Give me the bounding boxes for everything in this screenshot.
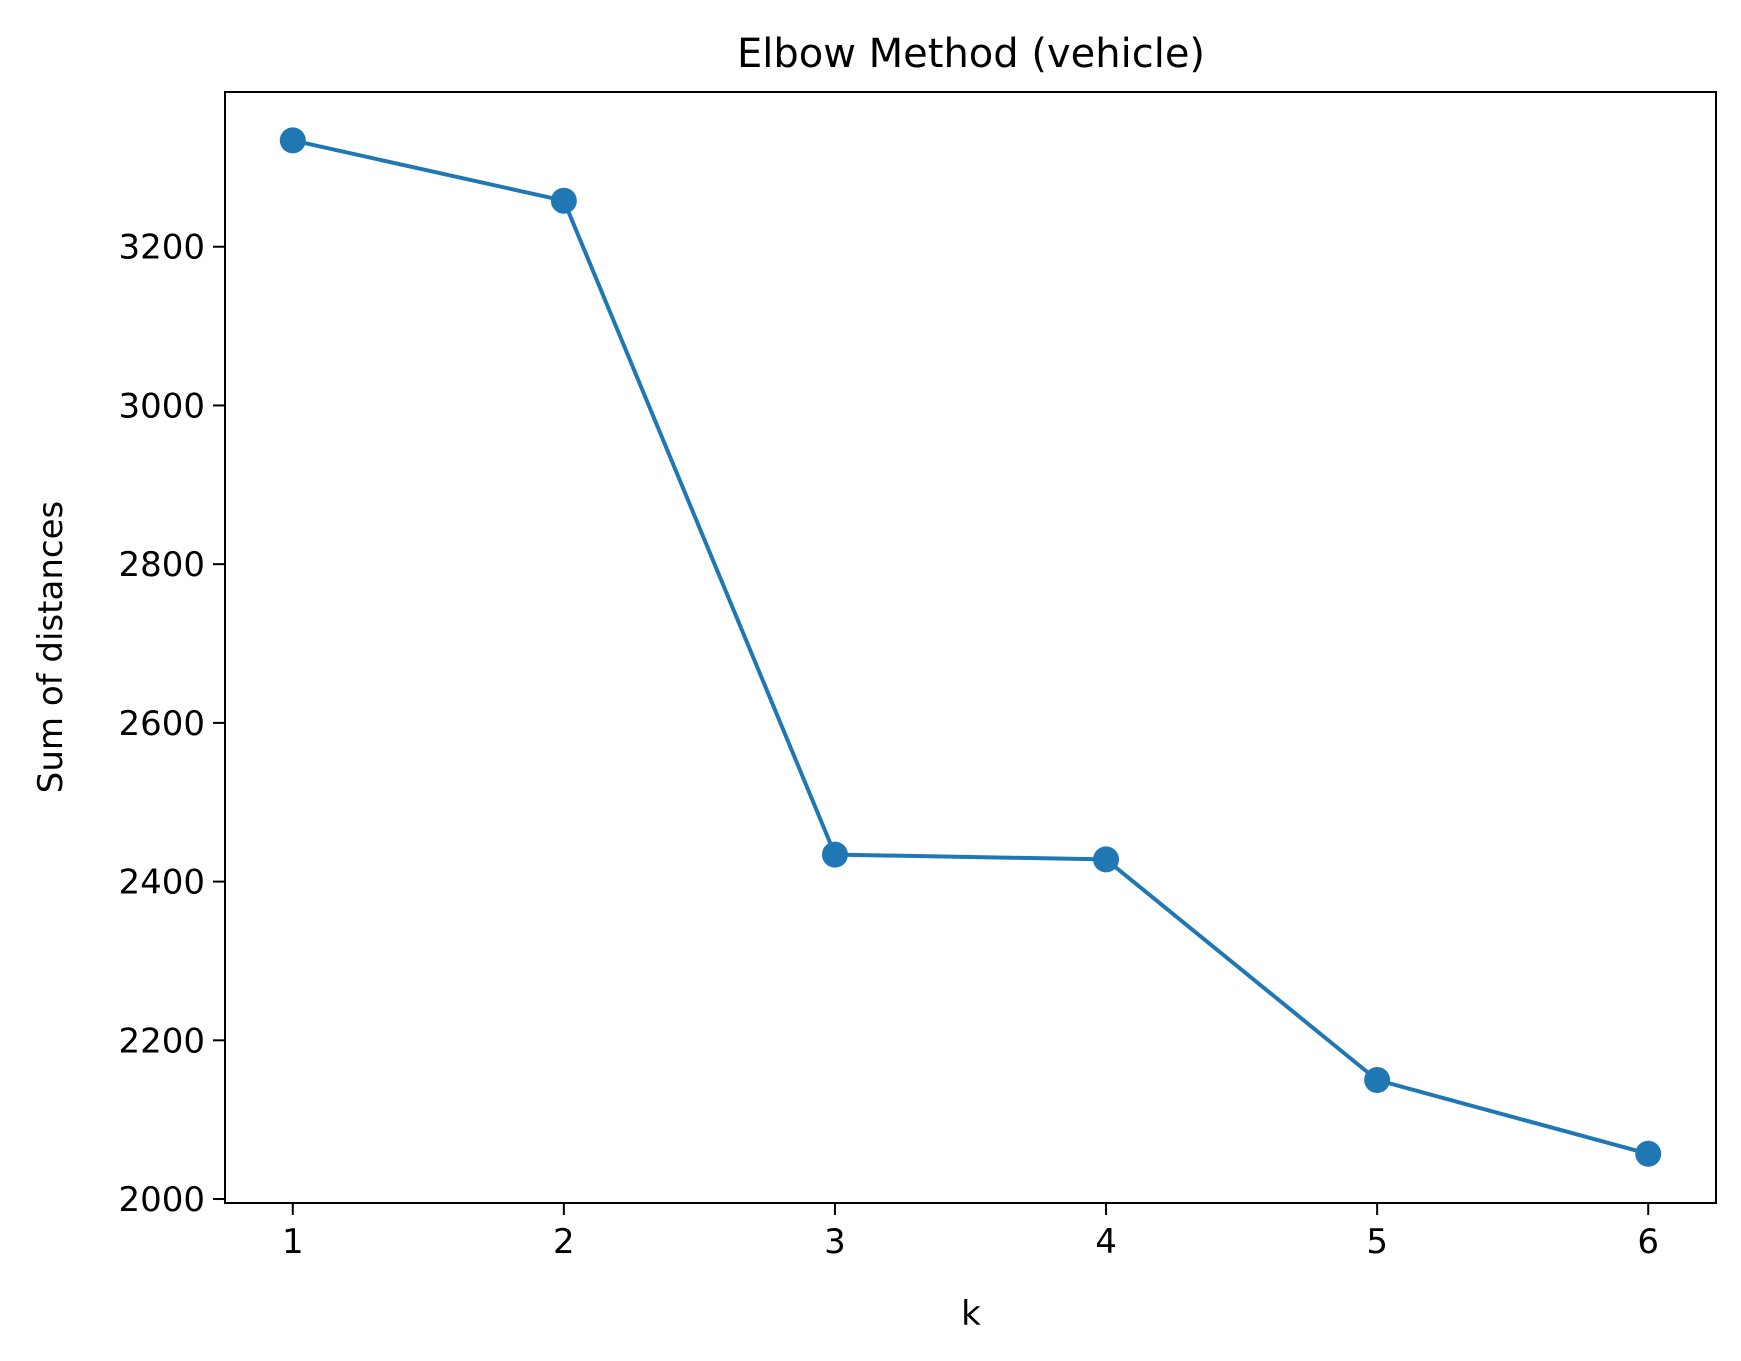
y-tick-label: 2400 xyxy=(118,863,205,903)
plot-frame xyxy=(224,91,1717,1204)
y-tick-label: 3000 xyxy=(118,386,205,426)
data-point xyxy=(821,841,848,868)
x-tick-label: 3 xyxy=(824,1222,846,1262)
x-tick-label: 2 xyxy=(553,1222,575,1262)
data-point xyxy=(1364,1066,1391,1093)
chart-title: Elbow Method (vehicle) xyxy=(737,31,1205,77)
y-tick-label: 2200 xyxy=(118,1021,205,1061)
x-tick-label: 5 xyxy=(1366,1222,1388,1262)
y-tick-label: 2800 xyxy=(118,545,205,585)
data-point xyxy=(279,127,306,154)
y-axis-label: Sum of distances xyxy=(31,501,71,793)
y-tick-label: 3200 xyxy=(118,228,205,268)
y-axis-ticks: 2000 2200 2400 2600 2800 3000 3200 xyxy=(118,228,225,1220)
x-axis-ticks: 1 2 3 4 5 6 xyxy=(282,1203,1659,1262)
series-line xyxy=(292,138,1649,1156)
series-layer xyxy=(279,127,1662,1167)
data-point xyxy=(550,187,577,214)
x-tick-label: 1 xyxy=(282,1222,304,1262)
y-tick-label: 2600 xyxy=(118,704,205,744)
data-point xyxy=(1093,846,1120,873)
y-tick-label: 2000 xyxy=(118,1180,205,1220)
x-tick-label: 6 xyxy=(1637,1222,1659,1262)
data-point xyxy=(1635,1140,1662,1167)
x-axis-label: k xyxy=(961,1294,981,1334)
x-tick-label: 4 xyxy=(1095,1222,1117,1262)
